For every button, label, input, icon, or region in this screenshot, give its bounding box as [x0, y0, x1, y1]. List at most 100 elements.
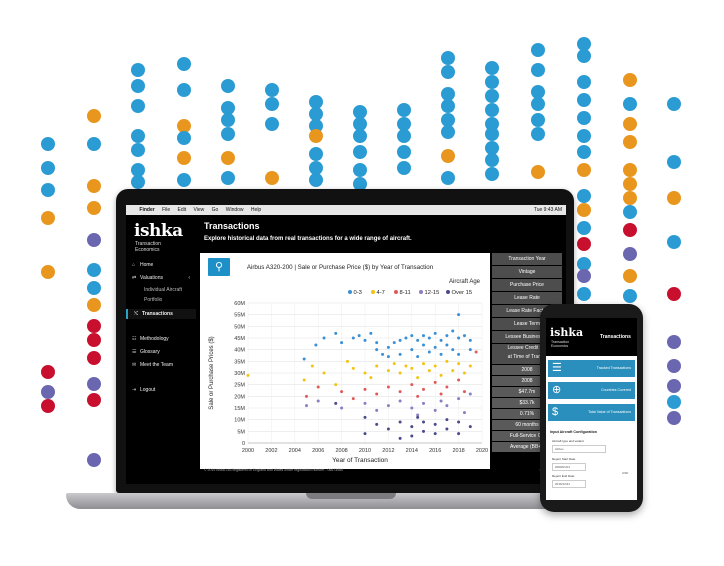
data-point[interactable]	[433, 345, 437, 349]
data-point[interactable]	[462, 334, 466, 338]
data-point[interactable]	[351, 366, 355, 370]
data-point[interactable]	[433, 422, 437, 426]
data-point[interactable]	[381, 352, 385, 356]
data-point[interactable]	[445, 427, 449, 431]
data-point[interactable]	[445, 385, 449, 389]
data-point[interactable]	[302, 357, 306, 361]
data-point[interactable]	[451, 369, 455, 373]
data-point[interactable]	[416, 394, 420, 398]
data-point[interactable]	[427, 369, 431, 373]
data-point[interactable]	[386, 427, 390, 431]
data-point[interactable]	[398, 352, 402, 356]
data-point[interactable]	[462, 371, 466, 375]
data-point[interactable]	[457, 397, 461, 401]
data-point[interactable]	[416, 415, 420, 419]
data-point[interactable]	[457, 352, 461, 356]
sidebar-item-meet-the-team[interactable]: ✉ Meet the Team	[126, 362, 196, 368]
data-point[interactable]	[433, 408, 437, 412]
data-point[interactable]	[445, 334, 449, 338]
data-point[interactable]	[305, 404, 308, 408]
data-point[interactable]	[398, 371, 402, 375]
data-point[interactable]	[416, 338, 420, 342]
menubar-item-edit[interactable]: Edit	[177, 207, 187, 213]
data-point[interactable]	[439, 399, 443, 403]
data-point[interactable]	[363, 415, 367, 419]
sidebar-item-home[interactable]: ⌂ Home	[126, 262, 196, 268]
start-date-field[interactable]: 2009/01/01	[552, 463, 586, 471]
data-point[interactable]	[369, 376, 373, 380]
data-point[interactable]	[363, 387, 367, 391]
data-point[interactable]	[433, 432, 437, 436]
ishka-logo[interactable]: ishka	[134, 221, 183, 241]
data-point[interactable]	[422, 334, 425, 338]
data-point[interactable]	[322, 371, 326, 375]
data-point[interactable]	[422, 362, 425, 366]
data-point[interactable]	[468, 392, 472, 396]
data-point[interactable]	[445, 343, 449, 347]
data-point[interactable]	[316, 399, 320, 403]
sidebar-item-individual-aircraft[interactable]: Individual Aircraft	[144, 287, 183, 293]
data-point[interactable]	[392, 341, 396, 345]
data-point[interactable]	[422, 401, 425, 405]
data-point[interactable]	[369, 331, 373, 335]
data-point[interactable]	[386, 404, 390, 408]
data-point[interactable]	[416, 413, 420, 417]
data-point[interactable]	[457, 336, 461, 340]
data-point[interactable]	[363, 338, 367, 342]
data-point[interactable]	[310, 364, 314, 368]
data-point[interactable]	[422, 343, 425, 347]
data-point[interactable]	[351, 336, 355, 340]
data-point[interactable]	[363, 401, 367, 405]
countries-covered-card[interactable]: ⊕ Countries Covered	[548, 382, 635, 399]
data-point[interactable]	[398, 436, 402, 440]
menubar-item-view[interactable]: View	[193, 207, 205, 213]
data-point[interactable]	[410, 383, 414, 387]
data-point[interactable]	[427, 336, 431, 340]
menubar-item-file[interactable]: File	[162, 207, 171, 213]
sidebar-item-transactions[interactable]: ⤭ Transactions	[126, 309, 198, 319]
data-point[interactable]	[386, 369, 390, 373]
data-point[interactable]	[416, 355, 420, 359]
data-point[interactable]	[457, 420, 461, 424]
data-point[interactable]	[404, 364, 408, 368]
data-point[interactable]	[439, 338, 443, 342]
data-point[interactable]	[433, 331, 437, 335]
menubar-item-help[interactable]: Help	[250, 207, 262, 213]
aircraft-type-field[interactable]: Airbus	[552, 445, 606, 453]
data-point[interactable]	[422, 420, 425, 424]
data-point[interactable]	[468, 338, 472, 342]
legend-label[interactable]: 4-7	[377, 290, 385, 296]
data-point[interactable]	[410, 406, 414, 410]
data-point[interactable]	[398, 399, 402, 403]
data-point[interactable]	[340, 341, 344, 345]
filter-purchase-price[interactable]: Purchase Price	[492, 279, 562, 291]
data-point[interactable]	[375, 408, 379, 412]
filter-lease-rate[interactable]: Lease Rate	[492, 292, 562, 304]
data-point[interactable]	[433, 380, 437, 384]
data-point[interactable]	[468, 348, 472, 352]
sidebar-item-portfolio[interactable]: Portfolio	[144, 297, 163, 303]
data-point[interactable]	[357, 334, 361, 338]
data-point[interactable]	[305, 394, 308, 398]
data-point[interactable]	[375, 341, 379, 345]
data-point[interactable]	[427, 350, 431, 354]
menubar-item-window[interactable]: Window	[225, 207, 244, 213]
phone-ishka-logo[interactable]: ishka	[550, 326, 584, 339]
legend-label[interactable]: 12-15	[425, 290, 440, 296]
data-point[interactable]	[445, 404, 449, 408]
filter-vintage[interactable]: Vintage	[492, 266, 562, 278]
data-point[interactable]	[439, 392, 443, 396]
data-point[interactable]	[314, 343, 318, 347]
data-point[interactable]	[445, 359, 449, 363]
data-point[interactable]	[439, 352, 443, 356]
data-point[interactable]	[462, 411, 466, 415]
data-point[interactable]	[410, 434, 414, 438]
data-point[interactable]	[351, 397, 355, 401]
legend-label[interactable]: 0-3	[354, 290, 362, 296]
total-value-card[interactable]: $ Total Value of Transactions	[548, 404, 635, 421]
data-point[interactable]	[334, 331, 338, 335]
data-point[interactable]	[439, 373, 443, 377]
data-point[interactable]	[334, 401, 338, 405]
legend-label[interactable]: Over 15	[452, 290, 473, 296]
sidebar-item-methodology[interactable]: ☷ Methodology	[126, 336, 196, 342]
